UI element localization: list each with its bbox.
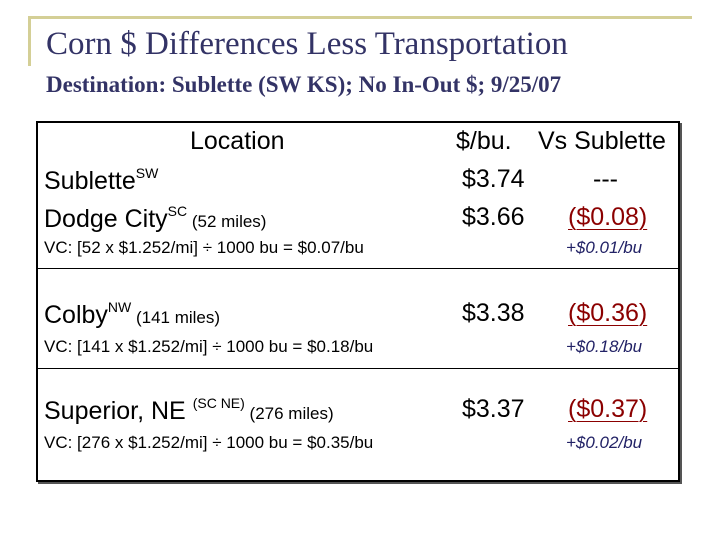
row-price: $3.37	[462, 395, 525, 423]
location-region: SC	[167, 203, 188, 219]
location-distance: (276 miles)	[244, 404, 334, 423]
row-difference: ($0.08)	[568, 203, 648, 231]
title-frame-top	[28, 16, 692, 19]
header-vs-sublette: Vs Sublette	[538, 127, 666, 155]
row-difference: ---	[593, 165, 618, 193]
table-row-location: Dodge CitySC (52 miles)	[44, 203, 266, 234]
location-region: (SC NE)	[192, 395, 245, 411]
row-divider	[38, 268, 678, 269]
price-table: Location $/bu. Vs Sublette SubletteSW $3…	[36, 121, 680, 482]
vc-calculation: VC: [52 x $1.252/mi] ÷ 1000 bu = $0.07/b…	[44, 238, 364, 257]
location-name: Colby	[44, 301, 108, 329]
title-frame-left	[28, 16, 31, 66]
slide-title: Corn $ Differences Less Transportation	[46, 26, 568, 62]
header-location: Location	[190, 127, 285, 155]
location-name: Dodge City	[44, 205, 168, 233]
row-price: $3.66	[462, 203, 525, 231]
location-distance: (141 miles)	[131, 308, 221, 327]
table-row-location: SubletteSW	[44, 165, 158, 196]
row-divider	[38, 368, 678, 369]
adjusted-difference: +$0.02/bu	[566, 433, 643, 452]
header-price: $/bu.	[456, 127, 512, 155]
location-name: Sublette	[44, 167, 136, 195]
row-difference: ($0.36)	[568, 299, 648, 327]
location-region: NW	[107, 299, 132, 315]
location-region: SW	[135, 165, 159, 181]
table-row-location: Superior, NE (SC NE) (276 miles)	[44, 395, 334, 426]
location-name: Superior, NE	[44, 397, 193, 425]
vc-calculation: VC: [276 x $1.252/mi] ÷ 1000 bu = $0.35/…	[44, 433, 374, 452]
slide-subtitle: Destination: Sublette (SW KS); No In-Out…	[46, 72, 562, 97]
row-price: $3.74	[462, 165, 525, 193]
adjusted-difference: +$0.18/bu	[566, 337, 643, 356]
row-difference: ($0.37)	[568, 395, 648, 423]
adjusted-difference: +$0.01/bu	[566, 238, 643, 257]
vc-calculation: VC: [141 x $1.252/mi] ÷ 1000 bu = $0.18/…	[44, 337, 374, 356]
location-distance: (52 miles)	[187, 212, 267, 231]
table-row-location: ColbyNW (141 miles)	[44, 299, 220, 330]
row-price: $3.38	[462, 299, 525, 327]
